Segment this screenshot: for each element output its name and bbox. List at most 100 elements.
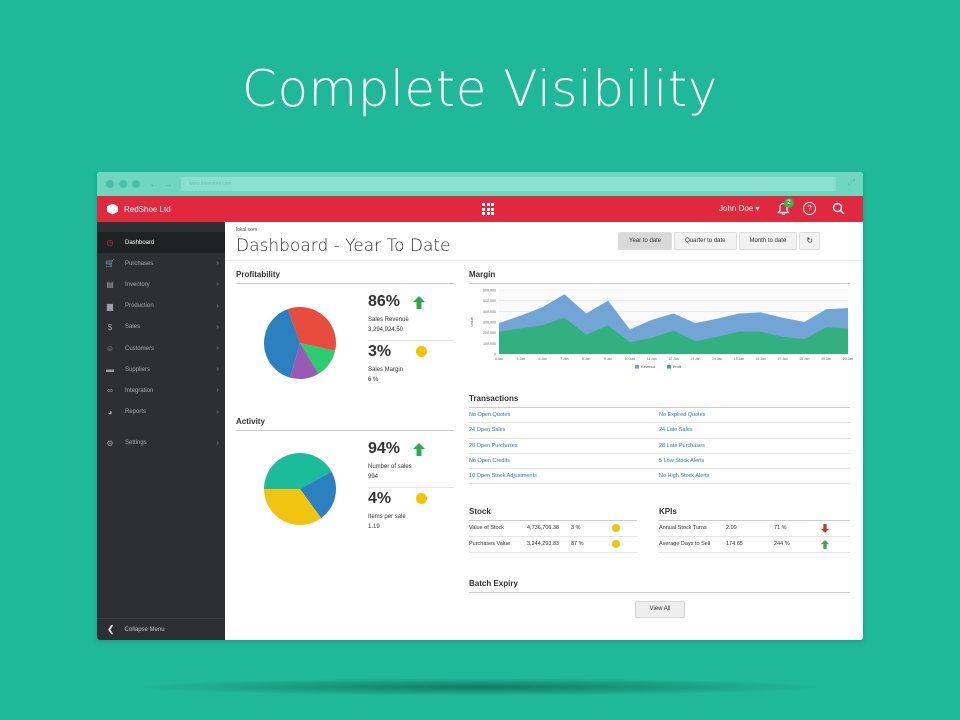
window-zoom-dot[interactable] (132, 180, 140, 188)
transaction-link[interactable]: No Expired Quotes (659, 412, 706, 418)
header-divider (225, 260, 863, 261)
period-year-button[interactable]: Year to date (618, 232, 673, 250)
neutral-dot-icon (416, 346, 427, 357)
transaction-link[interactable]: 24 Open Sales (469, 427, 506, 434)
sidebar-item-sales[interactable]: $ Sales › (97, 317, 225, 338)
sidebar-item-label: Suppliers (125, 366, 151, 373)
x-tick-label: 18 Jan (799, 357, 809, 361)
table-row: Purchases Value 3,244,293.83 87 % (469, 537, 637, 553)
dollar-icon: $ (107, 322, 113, 332)
number-of-sales-value: 994 (368, 474, 379, 480)
search-icon[interactable] (832, 202, 845, 215)
x-tick-label: 11 Jan (647, 357, 657, 361)
sidebar-item-label: Reports (125, 409, 147, 416)
x-tick-label: 17 Jan (777, 357, 787, 361)
table-row: 24 Open Sales 24 Late Sales (469, 423, 850, 439)
sidebar-item-customers[interactable]: ☺ Customers › (97, 338, 225, 359)
legend-swatch (667, 365, 671, 369)
up-arrow-icon (413, 443, 425, 456)
sidebar-item-purchases[interactable]: 🛒 Purchases › (97, 253, 225, 274)
up-arrow-icon (413, 296, 425, 309)
expand-icon[interactable]: ⤢ (847, 177, 855, 187)
chevron-right-icon: › (216, 366, 219, 374)
legend-label[interactable]: Revenue (641, 365, 655, 369)
transaction-link[interactable]: 10 Open Stock Adjustments (469, 473, 537, 480)
table-row: No Open Credits 5 Low Stock Alerts (469, 454, 850, 470)
period-quarter-button[interactable]: Quarter to date (674, 232, 737, 250)
transaction-link[interactable]: No High Stock Alerts (659, 473, 710, 480)
transaction-link[interactable]: 28 Open Purchases (469, 442, 518, 449)
view-all-button[interactable]: View All (635, 601, 685, 618)
gear-icon: ⚙ (106, 438, 114, 448)
users-icon: ☺ (105, 344, 115, 354)
x-tick-label: 10 Jan (625, 357, 635, 361)
chevron-right-icon: › (216, 281, 219, 289)
pie-slice (300, 471, 336, 519)
chevron-right-icon: › (216, 439, 219, 447)
pie-icon: ◕ (107, 407, 113, 417)
period-month-button[interactable]: Month to date (738, 232, 798, 250)
sidebar-item-label: Production (125, 303, 154, 310)
activity-title: Activity (236, 417, 265, 426)
sidebar-item-dashboard[interactable]: ◷ Dashboard (97, 232, 225, 254)
neutral-dot-icon (612, 524, 620, 532)
x-tick-label: 9 Jan (604, 357, 612, 361)
notification-badge: 2 (784, 198, 794, 208)
brand-logo-icon (107, 203, 118, 215)
period-selector: Year to date Quarter to date Month to da… (618, 232, 822, 250)
back-arrow-icon[interactable]: ← (149, 178, 159, 190)
transaction-link[interactable]: 5 Low Stock Alerts (659, 457, 705, 464)
window-minimize-dot[interactable] (119, 180, 127, 188)
page-title: Dashboard - Year To Date (236, 236, 451, 256)
sidebar-item-inventory[interactable]: ▤ Inventory › (97, 274, 225, 295)
kpis-divider (659, 520, 850, 521)
legend-label[interactable]: Profit (673, 365, 681, 369)
legend-swatch (635, 365, 639, 369)
items-per-sale-pct: 4% (368, 490, 392, 507)
x-tick-label: 14 Jan (712, 357, 722, 361)
sidebar-item-label: Settings (125, 440, 147, 447)
table-row: Average Days to Sell 174.65 244 % (659, 537, 850, 553)
main-content: lokal.com Dashboard - Year To Date Year … (225, 222, 863, 640)
sales-margin-pct: 3% (368, 343, 392, 360)
help-icon[interactable]: ? (803, 202, 816, 215)
window-close-dot[interactable] (106, 180, 114, 188)
transaction-link[interactable]: No Open Quotes (469, 412, 511, 418)
apps-grid-icon[interactable] (482, 203, 495, 215)
x-tick-label: 5 Jan (517, 357, 525, 361)
stat-divider (368, 340, 454, 341)
items-per-sale-label: Items per sale (368, 514, 406, 520)
activity-pie-chart (264, 453, 336, 525)
y-axis-label: Value (469, 316, 474, 327)
y-tick-label: 0 (494, 353, 496, 357)
y-tick-label: 500,000 (483, 299, 496, 303)
brand[interactable]: RedShoe Ltd (97, 203, 171, 215)
number-of-sales-pct: 94% (368, 440, 401, 457)
sidebar-item-suppliers[interactable]: ▬ Suppliers › (97, 359, 225, 380)
sidebar-item-production[interactable]: ▆ Production › (97, 296, 225, 317)
collapse-menu-button[interactable]: ❮ Collapse Menu (97, 618, 225, 640)
table-row: Annual Stock Turns 2.09 71 % (659, 521, 850, 537)
refresh-icon[interactable]: ↻ (799, 232, 821, 250)
sidebar-item-label: Dashboard (125, 239, 155, 246)
forward-arrow-icon[interactable]: → (163, 178, 173, 190)
sidebar-item-label: Customers (125, 345, 155, 352)
pie-slice (264, 489, 322, 525)
y-tick-label: 100,000 (483, 342, 496, 346)
profitability-title: Profitability (236, 270, 281, 279)
user-menu[interactable]: John Doe ▾ (719, 204, 760, 213)
table-row: 28 Open Purchases 28 Late Purchases (469, 439, 850, 454)
sidebar: ◷ Dashboard 🛒 Purchases › ▤ Inventory › ▆ Product… (97, 222, 225, 640)
transaction-link[interactable]: 28 Late Purchases (659, 442, 705, 449)
pie-slice (264, 309, 300, 378)
sidebar-item-integration[interactable]: ∞ Integration › (97, 380, 225, 401)
url-bar[interactable]: www.inventory.com (181, 177, 836, 191)
transaction-link[interactable]: 24 Late Sales (659, 427, 693, 434)
browser-window: ← → www.inventory.com ⤢ RedShoe Ltd John… (97, 172, 863, 640)
sidebar-item-reports[interactable]: ◕ Reports › (97, 402, 225, 423)
breadcrumb[interactable]: lokal.com (236, 227, 258, 233)
sidebar-item-label: Sales (125, 324, 141, 331)
margin-divider (469, 283, 850, 284)
sidebar-item-settings[interactable]: ⚙ Settings › (97, 433, 225, 454)
transaction-link[interactable]: No Open Credits (469, 457, 510, 464)
